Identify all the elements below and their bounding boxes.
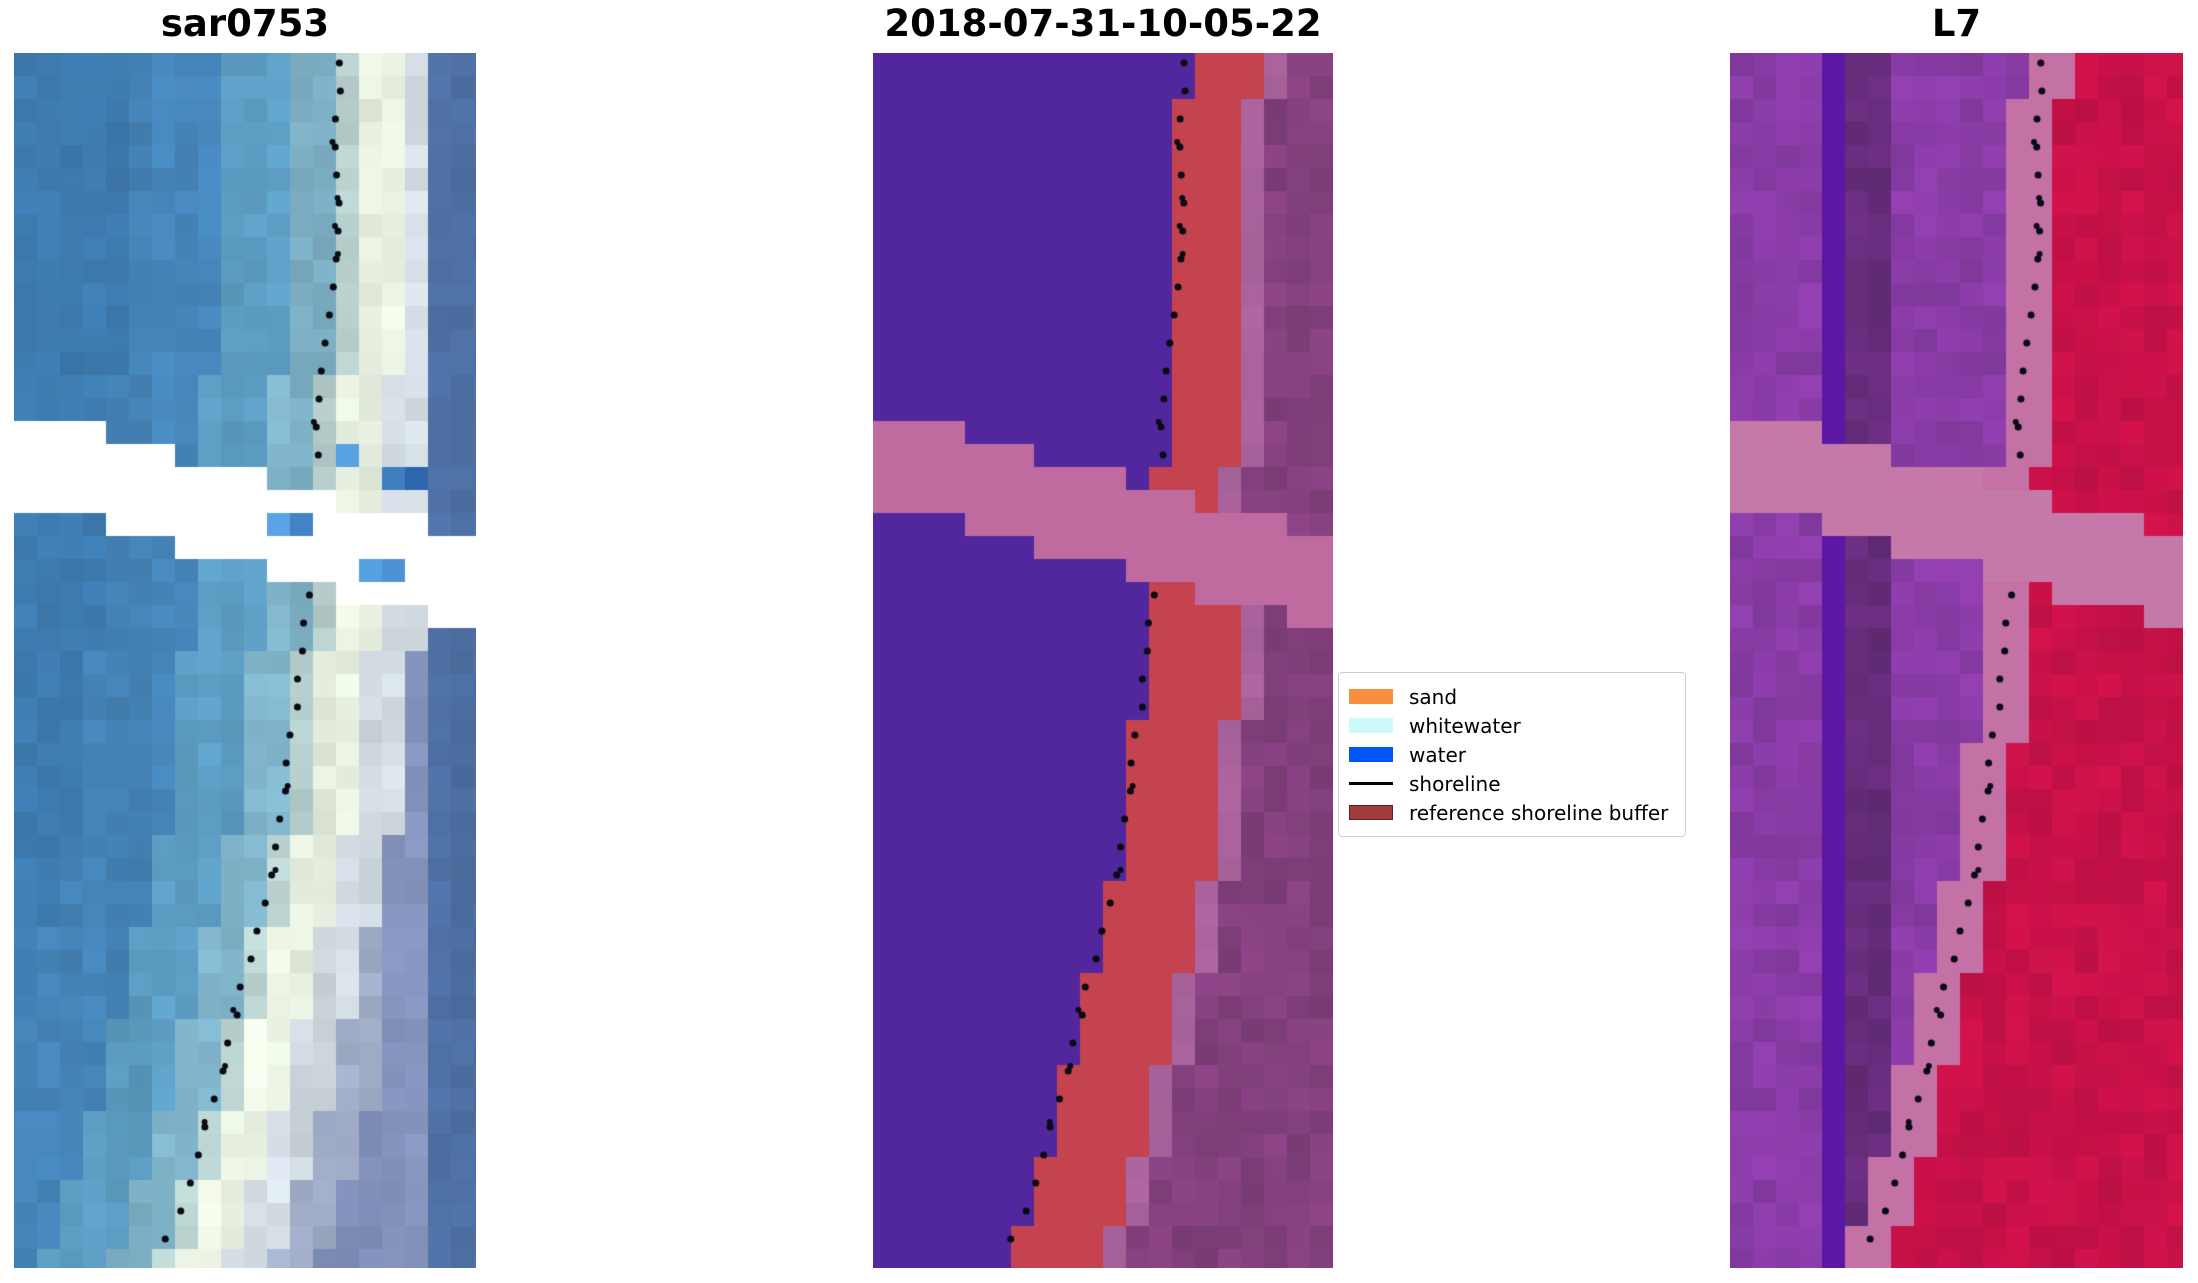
legend-label: reference shoreline buffer [1409, 800, 1669, 825]
legend-item: shoreline [1349, 769, 1675, 798]
legend-swatch-reference-shoreline-buffer-icon [1349, 805, 1393, 820]
legend-label: sand [1409, 684, 1458, 709]
legend-label: shoreline [1409, 771, 1501, 796]
legend-item: water [1349, 740, 1675, 769]
legend-swatch-whitewater-icon [1349, 718, 1393, 733]
legend: sand whitewater water shoreline reference sh… [1338, 672, 1686, 837]
panel-image-l7 [1730, 53, 2183, 1268]
panel-title-l7: L7 [1931, 2, 1982, 45]
legend-label: whitewater [1409, 713, 1521, 738]
panel-image-sar0753 [14, 53, 476, 1268]
panel-title-date: 2018-07-31-10-05-22 [884, 2, 1322, 45]
legend-swatch-sand-icon [1349, 689, 1393, 704]
legend-item: whitewater [1349, 711, 1675, 740]
panel-image-class [873, 53, 1333, 1268]
legend-item: reference shoreline buffer [1349, 798, 1675, 827]
panel-title-sar0753: sar0753 [160, 2, 330, 45]
legend-item: sand [1349, 682, 1675, 711]
legend-swatch-water-icon [1349, 747, 1393, 762]
legend-swatch-shoreline-icon [1349, 782, 1393, 785]
legend-label: water [1409, 742, 1466, 767]
